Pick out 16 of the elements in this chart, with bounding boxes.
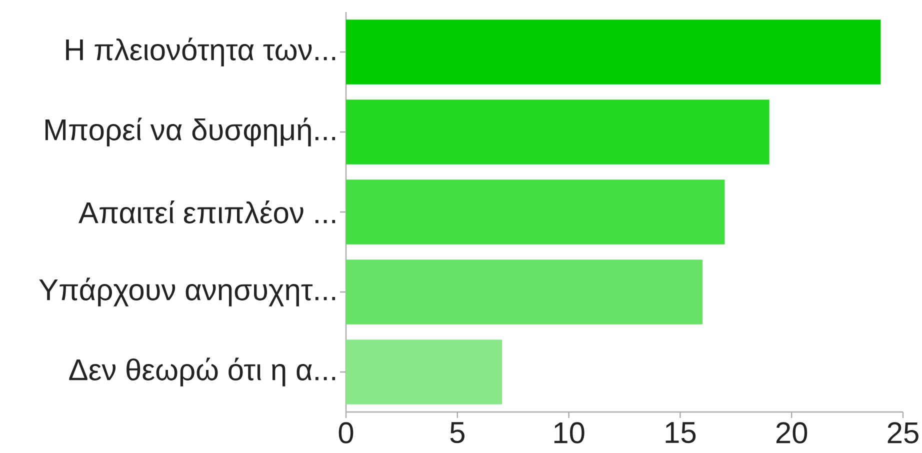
x-tick-label: 5: [450, 422, 464, 444]
y-tick-label: Δεν θεωρώ ότι η α...: [69, 358, 336, 386]
y-tick-label: Απαιτεί επιπλέον ...: [78, 200, 336, 224]
x-tick-label: 0: [338, 422, 354, 444]
bar: [346, 100, 770, 164]
x-tick-label: 10: [554, 422, 584, 444]
bar: [346, 180, 725, 244]
y-tick-label: Η πλειονότητα των...: [66, 38, 336, 66]
x-tick-label: 25: [888, 422, 918, 444]
bar: [346, 260, 702, 324]
bar: [346, 340, 502, 404]
y-tick-label: Υπάρχουν ανησυχητ...: [39, 278, 336, 306]
x-tick-label: 15: [666, 422, 696, 444]
bar: [346, 20, 881, 84]
y-tick-label: Μπορεί να δυσφημή...: [45, 118, 336, 146]
x-tick-label: 20: [776, 422, 808, 444]
